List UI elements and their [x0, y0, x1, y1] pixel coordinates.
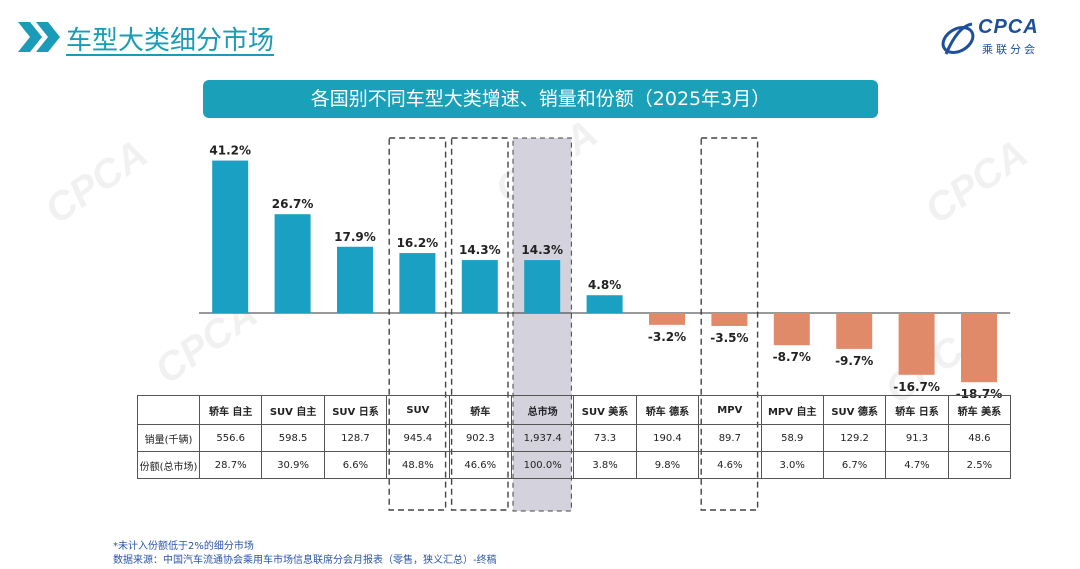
sales-cell: 190.4: [635, 424, 700, 452]
category-label: SUV: [386, 395, 450, 425]
chart-title-banner: 各国别不同车型大类增速、销量和份额（2025年3月）: [203, 80, 878, 118]
bar: [461, 260, 498, 313]
share-cell: 6.6%: [323, 451, 388, 479]
row-label-sales: 销量(千辆): [137, 424, 200, 452]
bar: [773, 313, 810, 346]
bar: [649, 313, 685, 325]
data-label: 16.2%: [397, 236, 439, 250]
page-header: 车型大类细分市场 CPCA 乘联分会: [18, 16, 1068, 60]
logo-swirl-icon: [941, 22, 975, 55]
bar: [836, 313, 873, 349]
data-label: 14.3%: [459, 243, 501, 257]
category-label: SUV 德系: [822, 395, 887, 425]
cpca-logo: CPCA 乘联分会: [938, 16, 1068, 60]
bar: [337, 246, 373, 313]
share-cell: 3.0%: [760, 451, 824, 479]
share-cell: 4.7%: [885, 451, 949, 479]
share-cell: 4.6%: [698, 451, 762, 479]
sales-cell: 598.5: [261, 424, 325, 452]
bar: [212, 160, 249, 313]
share-cell: 48.8%: [386, 451, 450, 479]
sales-cell: 556.6: [198, 424, 263, 452]
data-label: 4.8%: [588, 278, 621, 292]
data-label: -3.5%: [710, 331, 748, 345]
data-label: 26.7%: [272, 197, 314, 211]
bar: [961, 313, 997, 383]
table-row-sales: 销量(千辆) 556.6 598.5 128.7 945.4 902.3 1,937.4 73…: [137, 424, 1012, 452]
logo-text: CPCA: [978, 16, 1039, 38]
sales-cell: 945.4: [386, 424, 450, 452]
category-label: SUV 自主: [261, 395, 325, 425]
row-label-share: 份额(总市场): [137, 451, 200, 479]
double-chevron-icon: [18, 22, 60, 52]
sales-cell: 128.7: [323, 424, 388, 452]
sales-cell: 1,937.4: [510, 424, 575, 452]
data-label: -3.2%: [648, 330, 686, 344]
page-title: 车型大类细分市场: [66, 26, 275, 56]
data-label: -9.7%: [835, 354, 873, 368]
category-label: 轿车: [448, 395, 512, 425]
bar: [524, 260, 561, 313]
logo-subtext: 乘联分会: [982, 43, 1038, 56]
sales-cell: 89.7: [698, 424, 762, 452]
bar: [586, 295, 623, 313]
share-cell: 2.5%: [947, 451, 1012, 479]
dashed-highlight-box: [700, 137, 759, 511]
data-label: 17.9%: [334, 230, 376, 244]
table-header-row: 轿车 自主 SUV 自主 SUV 日系 SUV 轿车 总市场 SUV 美系 轿车 德系 MPV M…: [137, 395, 1012, 425]
bar: [399, 253, 436, 313]
share-cell: 6.7%: [822, 451, 887, 479]
data-label: -16.7%: [893, 380, 940, 394]
category-label: 轿车 德系: [635, 395, 700, 425]
dashed-highlight-box: [450, 137, 509, 511]
category-label: 轿车 日系: [885, 395, 949, 425]
data-table: 轿车 自主 SUV 自主 SUV 日系 SUV 轿车 总市场 SUV 美系 轿车 德系 MPV M…: [137, 395, 1012, 479]
sales-cell: 48.6: [947, 424, 1012, 452]
sales-cell: 91.3: [885, 424, 949, 452]
footnote-source: 数据来源：中国汽车流通协会乘用车市场信息联席分会月报表（零售，狭义汇总）-终稿: [113, 555, 497, 566]
share-cell: 3.8%: [573, 451, 637, 479]
sales-cell: 73.3: [573, 424, 637, 452]
category-label: 总市场: [510, 395, 575, 425]
sales-cell: 58.9: [760, 424, 824, 452]
data-label: 14.3%: [521, 243, 563, 257]
category-label: SUV 日系: [323, 395, 388, 425]
share-cell: 46.6%: [448, 451, 512, 479]
share-cell: 30.9%: [261, 451, 325, 479]
sales-cell: 902.3: [448, 424, 512, 452]
bar: [898, 313, 935, 375]
table-corner-cell: [137, 395, 200, 425]
footnote-note: *未计入份额低于2%的细分市场: [113, 541, 254, 552]
bar: [274, 214, 311, 313]
category-label: 轿车 自主: [198, 395, 263, 425]
data-label: 41.2%: [209, 144, 251, 158]
data-label: -8.7%: [773, 350, 811, 364]
share-cell: 100.0%: [510, 451, 575, 479]
category-label: MPV: [698, 395, 762, 425]
share-cell: 9.8%: [635, 451, 700, 479]
category-label: 轿车 美系: [947, 395, 1012, 425]
bar: [711, 313, 748, 326]
category-label: MPV 自主: [760, 395, 824, 425]
table-row-share: 份额(总市场) 28.7% 30.9% 6.6% 48.8% 46.6% 100.0% 3.8…: [137, 451, 1012, 479]
dashed-highlight-box: [388, 137, 447, 511]
sales-cell: 129.2: [822, 424, 887, 452]
category-label: SUV 美系: [573, 395, 637, 425]
share-cell: 28.7%: [198, 451, 263, 479]
